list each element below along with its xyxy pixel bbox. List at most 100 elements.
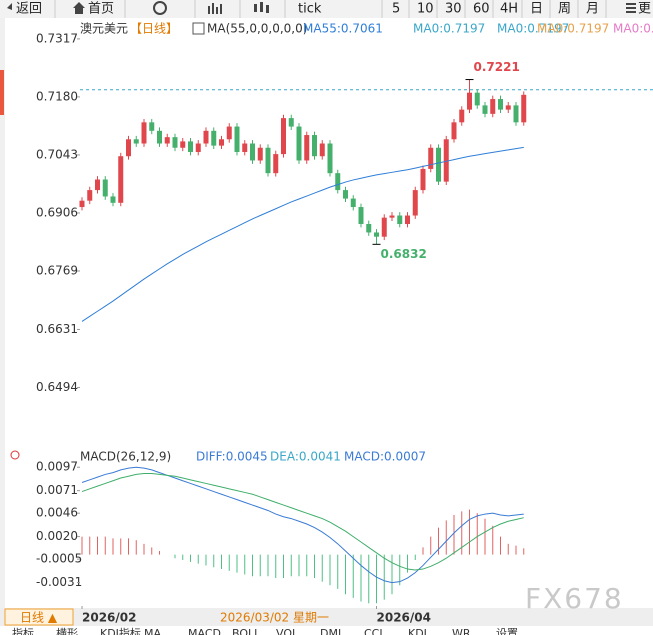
candle-body	[312, 135, 317, 157]
y-tick-label: 0.6494	[36, 380, 78, 394]
candle-body	[195, 143, 201, 152]
candle-body	[172, 137, 178, 148]
candle-body	[281, 118, 286, 155]
candle-body	[304, 135, 310, 161]
y-tick-label: 0.0020	[36, 529, 78, 543]
toolbar-button[interactable]: 10	[417, 2, 434, 17]
footer-bg	[0, 608, 653, 626]
toolbar: 返回 首页 tick 5 10 30 60 4H 日周月 更	[16, 2, 651, 17]
toolbar-button[interactable]: 周	[558, 2, 571, 17]
tab[interactable]: VOL	[276, 627, 299, 635]
toolbar-button[interactable]: 4H	[500, 2, 518, 17]
toolbar-button[interactable]: tick	[298, 2, 322, 17]
candle-body	[157, 130, 162, 144]
candle-body	[164, 137, 170, 144]
candle-body	[358, 207, 364, 224]
tabs: 指标 横形 KDJ指标 MA MACD BOLL VOL DMI CCI KDJ WR 设置	[12, 626, 518, 635]
toolbar-button[interactable]: 月	[586, 2, 599, 17]
candle-body	[133, 139, 139, 144]
toolbar-button[interactable]: 日	[530, 2, 543, 17]
candle-body	[296, 126, 302, 161]
candle-body	[203, 130, 209, 144]
candle-body	[350, 198, 356, 208]
toolbar-button[interactable]: 30	[445, 2, 462, 17]
candle-body	[319, 143, 325, 157]
y-tick-label: 0.6631	[36, 322, 78, 336]
candle-body	[505, 105, 511, 110]
candle-body	[405, 215, 410, 224]
candle-body	[521, 94, 527, 123]
candle-body	[102, 179, 108, 197]
y-tick-label: -0.0031	[36, 575, 82, 589]
candle-body	[95, 179, 100, 191]
y-tick-label: -0.0005	[36, 552, 82, 566]
high-label: 0.7221	[474, 60, 520, 74]
tab[interactable]: BOLL	[232, 627, 261, 635]
plot: 0.7317 0.7180 0.7043 0.6906 0.6769 0.6631 0.64…	[36, 31, 653, 604]
candle-body	[273, 154, 279, 174]
candle-body	[211, 130, 217, 146]
candle-body	[467, 92, 472, 110]
candle-body	[257, 147, 263, 161]
candle-body	[327, 143, 333, 174]
legend-item: MA55:0.7061	[303, 22, 383, 36]
legend-item: MA0:0.7197	[413, 22, 485, 36]
period-label[interactable]: 日线 ▲	[20, 611, 58, 625]
y-tick-label: 0.7043	[36, 147, 78, 161]
candle-body	[498, 99, 503, 110]
candle-body	[234, 126, 240, 152]
candle-body	[126, 139, 131, 157]
toolbar-button[interactable]: 60	[473, 2, 490, 17]
macd-legend: DIFF:0.0045	[196, 450, 268, 464]
candle-body	[343, 190, 348, 199]
toolbar-button[interactable]: 首页	[88, 2, 114, 17]
candle-body	[226, 126, 232, 140]
period-button[interactable]	[4, 608, 74, 626]
ma-icon[interactable]	[192, 22, 205, 35]
macd-legend: DEA:0.0041	[270, 450, 341, 464]
candle-body	[420, 168, 426, 191]
candle-body	[250, 143, 255, 161]
tab[interactable]: 横形	[56, 626, 78, 635]
candle-body	[265, 147, 271, 174]
tab[interactable]: CCI	[364, 627, 383, 635]
candle-body	[118, 156, 124, 203]
candle-body	[381, 217, 387, 237]
toolbar-button[interactable]: 5	[392, 2, 400, 17]
candle-body	[110, 196, 116, 203]
macd-line	[81, 473, 524, 571]
candle-body	[490, 99, 496, 114]
tab[interactable]: KDJ指标	[100, 626, 141, 635]
x-tick-label: 2026/02	[82, 611, 136, 625]
tab[interactable]: MA	[144, 627, 161, 635]
toolbar-separators	[54, 0, 607, 18]
low-label: 0.6832	[381, 247, 427, 261]
candle-body	[87, 190, 93, 201]
candle-body	[149, 122, 155, 131]
legend: 澳元美元 【日线】 MA(55,0,0,0,0,0)MA55:0.7061 MA0:0…	[80, 22, 653, 36]
toolbar-button[interactable]: 返回	[16, 2, 42, 17]
candle-body	[436, 147, 441, 182]
y-tick-label: 0.0097	[36, 460, 78, 474]
side-marker	[0, 70, 4, 115]
tab[interactable]: MACD	[188, 627, 221, 635]
tab[interactable]: WR	[452, 627, 471, 635]
candle-body	[428, 147, 434, 169]
tab[interactable]: DMI	[320, 627, 341, 635]
candle-body	[188, 141, 193, 152]
candle-body	[459, 109, 465, 123]
tab[interactable]: 设置	[496, 627, 518, 635]
legend-item: MA0:0.7197	[497, 22, 569, 36]
candle-body	[180, 141, 186, 148]
candle-body	[513, 105, 519, 123]
candle-body	[288, 118, 294, 127]
macd-line	[81, 466, 524, 584]
candle-body	[366, 223, 372, 233]
legend-item: MA0:0.7	[613, 22, 653, 36]
settings-icon[interactable]	[10, 450, 20, 460]
tab[interactable]: KDJ	[408, 627, 427, 635]
legend-item: MA0:0.7197	[537, 22, 609, 36]
toolbar-button[interactable]: 更	[638, 2, 651, 17]
y-tick-label: 0.7317	[36, 31, 78, 45]
tab[interactable]: 指标	[12, 626, 34, 635]
